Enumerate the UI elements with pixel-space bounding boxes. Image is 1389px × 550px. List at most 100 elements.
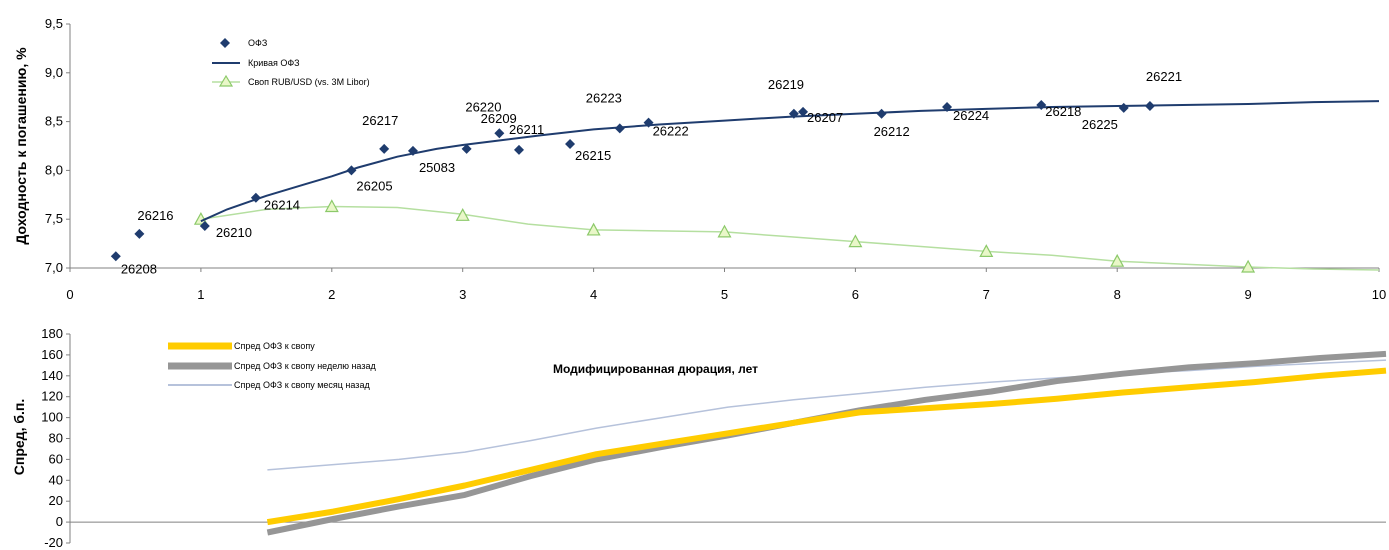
swap-triangle-marker <box>324 199 339 213</box>
bond-label: 26212 <box>874 124 910 139</box>
yield-x-tick-label: 4 <box>590 287 597 302</box>
spread-chart: Спред, б.п. -20020406080100120140160180 … <box>11 326 1387 550</box>
yield-x-tick-label: 6 <box>852 287 859 302</box>
yield-y-tick-label: 7,0 <box>45 260 63 275</box>
bond-label: 26218 <box>1045 104 1081 119</box>
yield-y-tick-label: 8,0 <box>45 162 63 177</box>
ofz-point-marker <box>643 117 654 128</box>
ofz-point-marker <box>798 106 809 117</box>
ofz-point-marker <box>1144 100 1155 111</box>
bond-label: 26214 <box>264 198 300 213</box>
bond-label: 26220 <box>465 99 501 114</box>
spread-week-line <box>266 350 1387 536</box>
ofz-point-marker <box>494 128 505 139</box>
swap-triangle-marker <box>586 222 601 236</box>
swap-triangle-marker <box>979 244 994 258</box>
legend-label-swap: Своп RUB/USD (vs. 3M Libor) <box>248 77 370 87</box>
bond-label: 26224 <box>953 108 989 123</box>
ofz-point-marker <box>199 221 210 232</box>
spread-y-tick-label: 60 <box>49 451 63 466</box>
spread-axis-label: Спред, б.п. <box>11 399 27 475</box>
yield-y-tick-label: 9,0 <box>45 65 63 80</box>
ofz-point-marker <box>346 165 357 176</box>
spread-y-tick-label: 0 <box>56 514 63 529</box>
ofz-point-marker <box>513 144 524 155</box>
spread-y-tick-label: -20 <box>44 535 63 550</box>
spread-legend: Спред ОФЗ к свопу Спред ОФЗ к свопу неде… <box>168 341 376 390</box>
ofz-point-marker <box>1118 102 1129 113</box>
bond-label: 26205 <box>356 178 392 193</box>
ofz-point-marker <box>110 251 121 262</box>
bond-label: 26216 <box>137 208 173 223</box>
spread-y-tick-label: 160 <box>41 347 63 362</box>
ofz-point-marker <box>788 108 799 119</box>
spread-line <box>266 367 1387 526</box>
yield-x-tick-label: 1 <box>197 287 204 302</box>
swap-triangle-marker <box>193 211 208 225</box>
bond-labels: 26208 26216 26210 26214 26205 26217 25083 26209… <box>121 69 1182 276</box>
ofz-point-marker <box>134 228 145 239</box>
bond-label: 26223 <box>586 90 622 105</box>
bond-label: 26222 <box>653 124 689 139</box>
spread-y-tick-label: 180 <box>41 326 63 341</box>
bond-label: 25083 <box>419 160 455 175</box>
yield-chart: Доходность к погашению, % 7,0 7,5 8,0 8,5 9,… <box>13 16 1386 302</box>
bond-label: 26210 <box>216 225 252 240</box>
swap-triangle-marker <box>717 224 732 238</box>
yield-x-tick-label: 0 <box>66 287 73 302</box>
bond-label: 26215 <box>575 148 611 163</box>
ofz-point-marker <box>876 108 887 119</box>
spread-month-line <box>267 359 1387 471</box>
legend-diamond-icon <box>220 38 230 48</box>
ofz-point-marker <box>1036 100 1047 111</box>
yield-axis-label: Доходность к погашению, % <box>13 47 29 245</box>
swap-triangle-marker <box>1110 253 1125 267</box>
spread-series <box>266 350 1387 536</box>
ofz-point-marker <box>407 145 418 156</box>
yield-y-tick-label: 9,5 <box>45 16 63 31</box>
spread-y-tick-label: 20 <box>49 493 63 508</box>
legend-label-ofz: ОФЗ <box>248 38 267 48</box>
bond-label: 26209 <box>481 111 517 126</box>
bond-label: 26219 <box>768 77 804 92</box>
ofz-point-marker <box>565 139 576 150</box>
yield-x-tick-label: 10 <box>1372 287 1386 302</box>
yield-x-tick-label: 2 <box>328 287 335 302</box>
yield-x-tick-label: 9 <box>1244 287 1251 302</box>
bond-label: 26217 <box>362 113 398 128</box>
yield-x-tick-label: 3 <box>459 287 466 302</box>
legend-label-spread: Спред ОФЗ к свопу <box>234 341 315 351</box>
duration-axis-label: Модифицированная дюрация, лет <box>553 362 758 376</box>
swap-curve-line <box>200 205 1380 271</box>
ofz-point-marker <box>942 101 953 112</box>
spread-y-tick-label: 40 <box>49 472 63 487</box>
bond-label: 26208 <box>121 261 157 276</box>
legend-label-curve: Кривая ОФЗ <box>248 58 300 68</box>
spread-y-tick-label: 140 <box>41 368 63 383</box>
yield-series <box>110 100 1380 273</box>
spread-y-tick-label: 100 <box>41 410 63 425</box>
swap-triangle-marker <box>1241 259 1256 273</box>
spread-y-tick-label: 80 <box>49 431 63 446</box>
spread-y-tick-label: 120 <box>41 389 63 404</box>
ofz-point-marker <box>461 143 472 154</box>
yield-x-tick-label: 5 <box>721 287 728 302</box>
ofz-point-marker <box>379 143 390 154</box>
yield-legend-box <box>158 26 428 98</box>
bond-label: 26225 <box>1082 117 1118 132</box>
yield-y-tick-label: 7,5 <box>45 211 63 226</box>
spread-axes: -20 0 20 40 60 80 100 120 140 160 180 <box>41 326 1386 550</box>
bond-label: 26207 <box>807 110 843 125</box>
yield-y-tick-label: 8,5 <box>45 114 63 129</box>
ofz-point-marker <box>614 123 625 134</box>
bond-label: 26211 <box>509 122 544 137</box>
legend-triangle-icon <box>218 74 234 87</box>
legend-label-month: Спред ОФЗ к свопу месяц назад <box>234 380 370 390</box>
yield-axes: 7,0 7,5 8,0 8,5 9,0 9,5 0 1 2 3 4 5 6 7 8 9 10 <box>45 16 1386 302</box>
bond-label: 26221 <box>1146 69 1182 84</box>
ofz-point-marker <box>250 192 261 203</box>
yield-x-tick-label: 7 <box>983 287 990 302</box>
yield-x-tick-label: 8 <box>1114 287 1121 302</box>
ofz-curve-line <box>200 100 1380 223</box>
